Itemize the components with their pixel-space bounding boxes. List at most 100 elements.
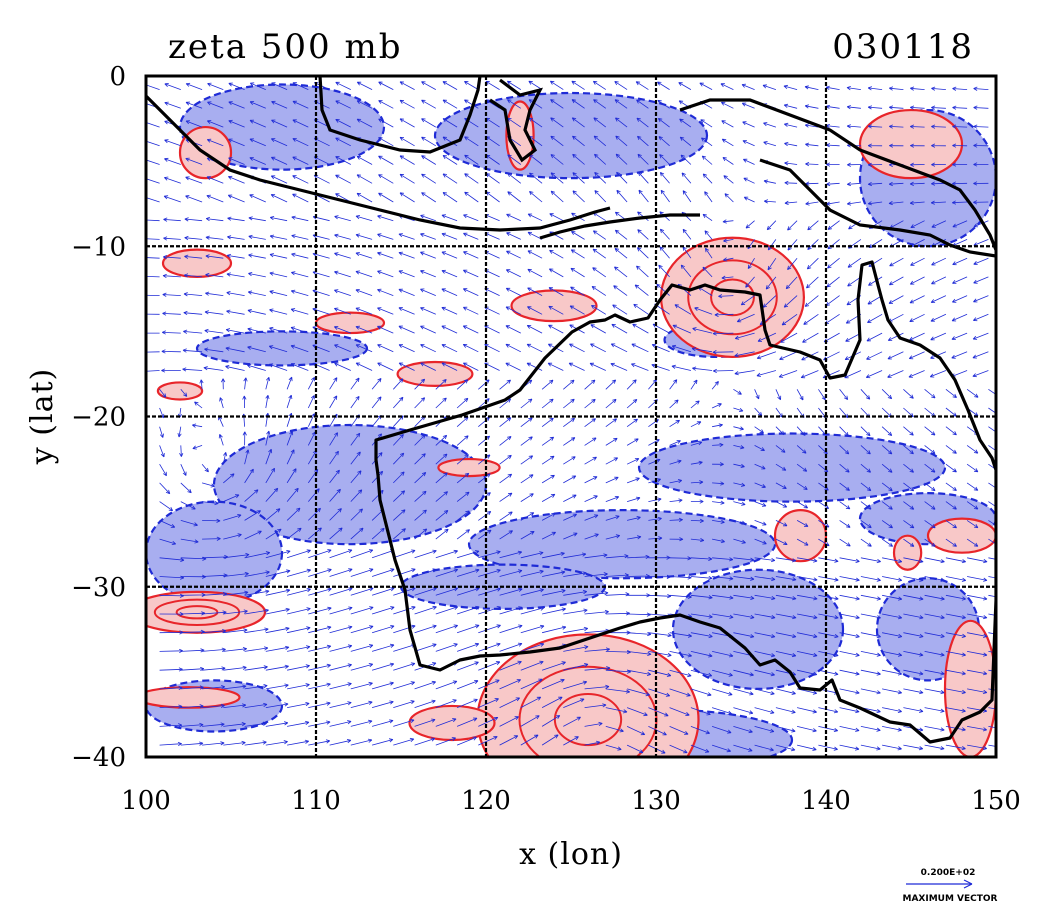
wind-vector-1147 (818, 669, 839, 676)
wind-vector-246 (287, 645, 311, 652)
wind-vector-1072 (775, 613, 797, 620)
wind-vector-456 (414, 528, 428, 540)
wind-vector-921 (690, 480, 704, 485)
wind-vector-393 (371, 700, 394, 708)
wind-vector-1308 (909, 313, 925, 322)
wind-vector-449 (414, 397, 426, 409)
wind-vector-1411 (973, 220, 989, 228)
wind-vector-466 (414, 718, 436, 727)
wind-vector-368 (355, 233, 373, 240)
wind-vector-315 (329, 587, 353, 596)
wind-vector-711 (563, 589, 588, 596)
wind-vector-546 (464, 191, 479, 203)
wind-vector-685 (550, 99, 564, 109)
wind-vector-411 (377, 362, 394, 371)
wind-vector-568 (478, 606, 501, 615)
wind-vector-224 (269, 234, 288, 240)
wind-vector-1347 (929, 370, 947, 378)
wind-vector-1055 (762, 295, 777, 308)
wind-vector-136 (223, 609, 248, 615)
wind-vector-1298 (910, 124, 925, 129)
positive-vorticity-region-9 (926, 517, 996, 554)
wind-vector-951 (692, 366, 713, 371)
wind-vector-255 (292, 138, 309, 147)
wind-vector-138 (223, 647, 248, 652)
wind-vector-1248 (881, 538, 894, 547)
wind-vector-415 (393, 434, 404, 446)
wind-vector-1126 (806, 276, 819, 289)
wind-vector-108 (207, 82, 224, 90)
wind-vector-427 (393, 662, 416, 671)
wind-vector-658 (527, 268, 543, 278)
wind-vector-699 (547, 362, 564, 371)
wind-vector-725 (572, 172, 585, 184)
wind-vector-339 (334, 362, 351, 371)
wind-vector-817 (627, 554, 650, 560)
wind-vector-1244 (881, 463, 893, 473)
wind-vector-519 (441, 362, 458, 371)
wind-vector-1204 (860, 389, 871, 400)
wind-vector-1018 (745, 276, 755, 288)
wind-vector-826 (626, 726, 646, 736)
wind-vector-268 (307, 376, 315, 390)
wind-vector-1390 (966, 501, 979, 510)
wind-vector-1180 (839, 613, 860, 620)
wind-vector-1317 (924, 482, 936, 492)
wind-vector-1038 (754, 651, 776, 658)
wind-vector-585 (484, 251, 500, 259)
wind-vector-849 (648, 478, 661, 484)
wind-vector-783 (605, 592, 630, 597)
wind-vector-722 (571, 117, 585, 128)
wind-vector-721 (571, 99, 585, 109)
wind-vector-759 (593, 135, 607, 147)
wind-vector-1282 (903, 501, 915, 510)
wind-vector-915 (671, 364, 691, 371)
wind-vector-975 (721, 138, 734, 147)
wind-vector-898 (669, 726, 689, 735)
wind-vector-174 (244, 646, 269, 652)
wind-vector-475 (420, 214, 436, 222)
wind-vector-479 (420, 288, 436, 296)
wind-vector-440 (398, 233, 415, 240)
wind-vector-217 (271, 100, 288, 109)
wind-vector-182 (249, 119, 266, 128)
wind-vector-1224 (867, 86, 883, 91)
wind-vector-434 (399, 118, 415, 128)
wind-vector-995 (733, 520, 746, 525)
wind-vector-56 (180, 464, 187, 476)
wind-vector-447 (398, 362, 415, 371)
wind-vector-1070 (775, 576, 797, 582)
wind-vector-239 (286, 507, 301, 521)
wind-vector-894 (669, 651, 692, 658)
wind-vector-710 (563, 571, 587, 577)
wind-vector-603 (499, 587, 523, 596)
wind-vector-491 (435, 510, 449, 521)
wind-vector-831 (637, 135, 649, 147)
wind-vector-1341 (931, 257, 947, 266)
wind-vector-857 (648, 632, 672, 638)
wind-vector-110 (207, 120, 224, 128)
wind-vector-436 (399, 155, 415, 165)
wind-vector-811 (626, 438, 639, 446)
wind-vector-250 (287, 720, 310, 727)
wind-vector-666 (541, 417, 554, 428)
wind-vector-636 (520, 531, 535, 540)
wind-vector-349 (350, 549, 374, 559)
wind-vector-649 (528, 99, 543, 109)
wind-vector-258 (292, 193, 309, 203)
wind-vector-1227 (867, 143, 883, 148)
wind-vector-946 (702, 266, 713, 278)
wind-vector-661 (526, 325, 543, 334)
wind-vector-367 (355, 215, 373, 222)
wind-vector-332 (334, 233, 351, 240)
wind-vector-1416 (972, 313, 989, 322)
wind-vector-741 (584, 476, 598, 484)
wind-vector-1113 (797, 707, 817, 714)
wind-vector-1365 (945, 707, 966, 713)
wind-vector-88 (199, 379, 204, 390)
wind-vector-998 (733, 576, 755, 581)
wind-vector-1377 (952, 257, 968, 266)
plot-area (146, 76, 996, 757)
wind-vector-1152 (825, 85, 840, 90)
wind-vector-451 (414, 434, 426, 446)
